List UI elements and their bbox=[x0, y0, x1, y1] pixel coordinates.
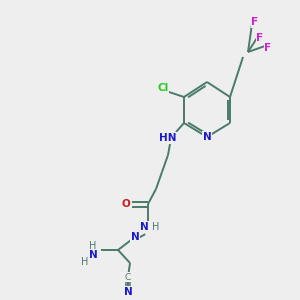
Text: Cl: Cl bbox=[158, 83, 169, 93]
Text: H: H bbox=[89, 241, 97, 251]
Text: N: N bbox=[124, 287, 132, 297]
Text: N: N bbox=[130, 232, 140, 242]
Text: F: F bbox=[251, 17, 259, 27]
Text: O: O bbox=[122, 199, 130, 209]
Text: H: H bbox=[81, 257, 89, 267]
Text: H: H bbox=[152, 222, 160, 232]
Text: HN: HN bbox=[159, 133, 177, 143]
Text: F: F bbox=[256, 33, 264, 43]
Text: F: F bbox=[264, 43, 272, 53]
Text: N: N bbox=[88, 250, 98, 260]
Text: N: N bbox=[140, 222, 148, 232]
Text: C: C bbox=[125, 272, 131, 281]
Text: N: N bbox=[202, 132, 211, 142]
